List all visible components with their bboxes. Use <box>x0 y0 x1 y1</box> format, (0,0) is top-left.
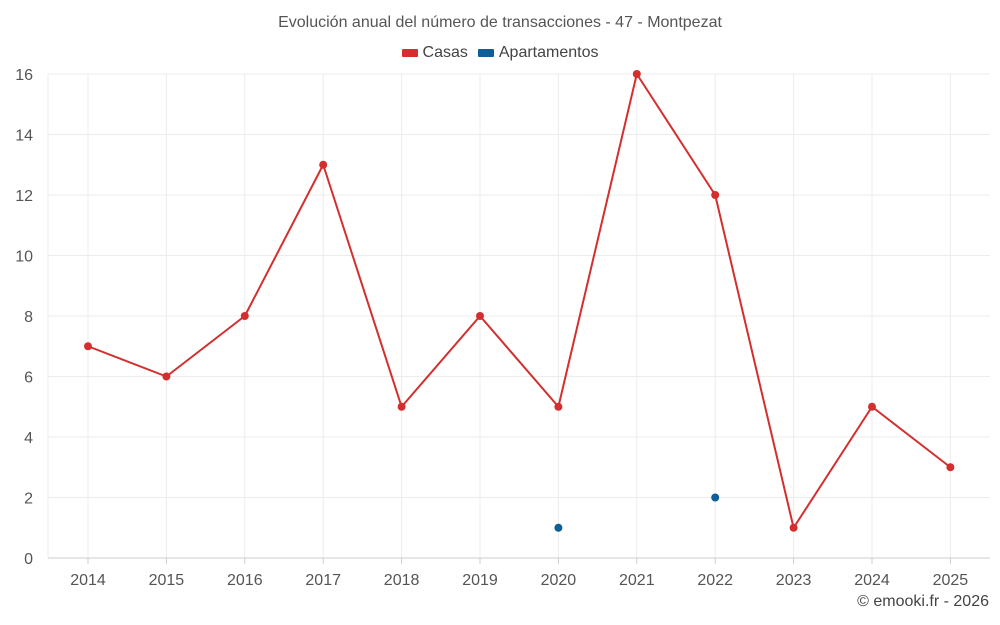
x-tick-label: 2017 <box>305 572 341 589</box>
legend-label-apartamentos: Apartamentos <box>498 44 599 61</box>
x-tick-label: 2019 <box>462 572 498 589</box>
legend-item-casas[interactable]: Casas <box>401 44 468 62</box>
y-tick-label: 16 <box>15 67 33 84</box>
x-tick-label: 2016 <box>227 572 263 589</box>
legend-item-apartamentos[interactable]: Apartamentos <box>477 44 599 62</box>
x-tick-label: 2024 <box>854 572 890 589</box>
credit-text: © emooki.fr - 2026 <box>857 593 989 610</box>
data-point-casas-2014[interactable] <box>84 342 92 351</box>
x-tick-label: 2014 <box>70 572 106 589</box>
x-tick-label: 2020 <box>541 572 577 589</box>
data-point-casas-2018[interactable] <box>397 402 406 411</box>
x-tick-label: 2018 <box>384 572 420 589</box>
series-line-casas <box>87 73 952 529</box>
data-point-apartamentos-2020[interactable] <box>554 523 563 532</box>
data-point-apartamentos-2022[interactable] <box>711 493 720 502</box>
data-point-casas-2015[interactable] <box>162 372 171 381</box>
y-tick-label: 12 <box>15 188 33 205</box>
y-tick-label: 2 <box>24 491 33 508</box>
x-tick-label: 2022 <box>697 572 733 589</box>
y-tick-label: 10 <box>15 249 33 266</box>
y-tick-label: 14 <box>15 128 33 145</box>
data-point-casas-2019[interactable] <box>476 312 484 320</box>
x-tick-label: 2025 <box>933 572 969 589</box>
y-tick-label: 0 <box>24 551 33 568</box>
data-point-casas-2023[interactable] <box>789 523 798 532</box>
y-tick-label: 6 <box>24 370 33 387</box>
x-tick-label: 2015 <box>149 572 185 589</box>
data-point-casas-2020[interactable] <box>554 402 563 411</box>
legend-swatch-apartamentos <box>477 49 494 57</box>
y-tick-label: 4 <box>24 430 33 447</box>
data-point-casas-2025[interactable] <box>946 463 955 472</box>
legend-swatch-casas <box>401 49 418 57</box>
legend: Casas Apartamentos <box>0 44 1000 62</box>
x-tick-label: 2023 <box>776 572 812 589</box>
legend-label-casas: Casas <box>422 44 468 61</box>
data-point-casas-2017[interactable] <box>319 160 328 169</box>
y-tick-label: 8 <box>24 309 33 326</box>
chart-title: Evolución anual del número de transaccio… <box>278 14 722 31</box>
data-point-casas-2022[interactable] <box>711 191 720 199</box>
data-point-casas-2016[interactable] <box>240 312 249 320</box>
x-tick-label: 2021 <box>619 572 655 589</box>
data-point-casas-2024[interactable] <box>868 402 876 411</box>
data-point-casas-2021[interactable] <box>632 70 641 78</box>
